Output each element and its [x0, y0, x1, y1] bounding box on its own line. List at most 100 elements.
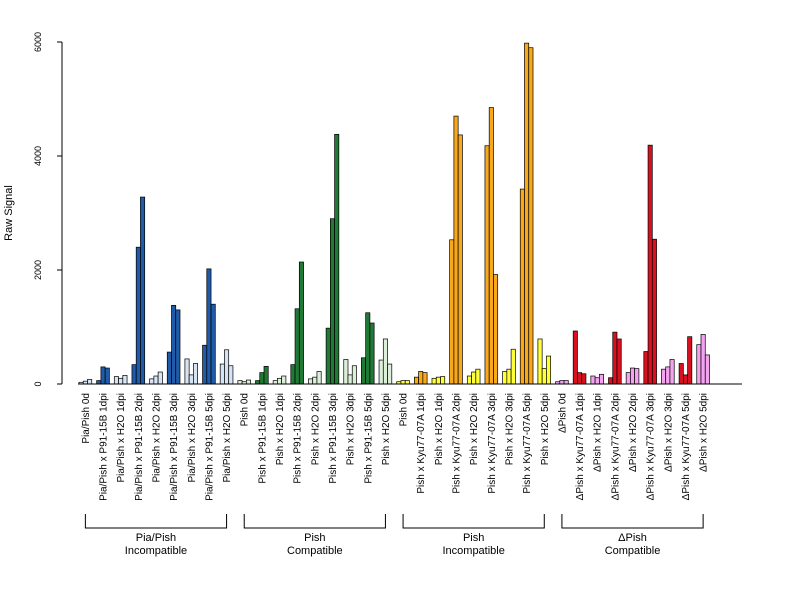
- x-tick-label: ΔPish x Kyu77-07A 5dpi: [681, 393, 692, 500]
- bar: [294, 308, 300, 385]
- x-tick-label: Pish x H2O 3dpi: [346, 393, 357, 465]
- bar: [206, 268, 212, 385]
- x-tick-label: ΔPish x Kyu77-07A 1dpi: [575, 393, 586, 500]
- bar: [330, 218, 335, 385]
- bar: [630, 367, 636, 385]
- bar: [422, 372, 428, 385]
- bar: [594, 377, 600, 385]
- x-tick-label: Pish 0d: [240, 393, 251, 426]
- group-bracket: [84, 514, 228, 529]
- x-tick-label: Pia/Pish x H2O 2dpi: [151, 393, 162, 483]
- x-tick-label: Pia/Pish x H2O 3dpi: [187, 393, 198, 483]
- x-tick-label: ΔPish x H2O 1dpi: [593, 393, 604, 472]
- bar: [228, 365, 234, 385]
- bar: [312, 376, 318, 385]
- bar: [118, 377, 124, 385]
- x-tick-label: Pish x H2O 2dpi: [310, 393, 321, 465]
- bar: [682, 374, 688, 385]
- x-tick-label: Pish x Kyu77-07A 2dpi: [452, 393, 463, 494]
- bar: [431, 377, 437, 385]
- bar: [171, 304, 177, 385]
- bar: [153, 375, 159, 385]
- y-tick-label: 4000: [33, 146, 43, 166]
- bar: [506, 368, 512, 385]
- bar: [661, 368, 667, 385]
- x-tick-label: ΔPish x Kyu77-07A 3dpi: [646, 393, 657, 500]
- bar: [387, 363, 393, 385]
- bar: [193, 363, 198, 385]
- x-tick-label: Pish x H2O 2dpi: [469, 393, 480, 465]
- bar: [135, 246, 141, 385]
- bar: [104, 367, 110, 385]
- group-label-line1: Pish: [463, 532, 484, 544]
- x-tick-label: Pish 0d: [399, 393, 410, 426]
- bar: [100, 366, 106, 385]
- x-tick-label: Pish x Kyu77-07A 5dpi: [522, 393, 533, 494]
- x-tick-label: Pish x P91-15B 3dpi: [328, 393, 339, 484]
- x-tick-label: ΔPish x H2O 5dpi: [699, 393, 710, 472]
- x-tick-label: Pish x H2O 5dpi: [381, 393, 392, 465]
- bar: [647, 144, 653, 385]
- bar: [541, 368, 547, 385]
- bar: [140, 196, 146, 385]
- bar: [493, 274, 499, 385]
- bar: [131, 364, 137, 385]
- bar: [369, 322, 375, 385]
- bar: [255, 380, 261, 385]
- bar: [616, 338, 622, 385]
- bar: [704, 354, 710, 385]
- bar: [113, 376, 119, 385]
- group-label-line1: Pia/Pish: [136, 532, 176, 544]
- x-tick-label: Pia/Pish 0d: [81, 393, 92, 444]
- bar: [166, 351, 172, 385]
- bar: [298, 261, 304, 385]
- x-tick-label: Pish x Kyu77-07A 3dpi: [487, 393, 498, 494]
- bar: [643, 351, 649, 385]
- bar: [361, 357, 366, 385]
- x-tick-label: ΔPish 0d: [557, 393, 568, 433]
- group-bracket: [402, 514, 545, 529]
- bar: [343, 359, 349, 385]
- bar: [351, 365, 357, 385]
- bar: [175, 309, 181, 385]
- y-tick-label: 6000: [33, 32, 43, 52]
- bar: [453, 115, 459, 385]
- bar: [219, 363, 225, 385]
- bar: [524, 42, 530, 385]
- x-tick-label: Pia/Pish x P91-15B 5dpi: [204, 393, 215, 501]
- bar: [237, 380, 243, 385]
- bar: [188, 374, 194, 385]
- bar: [546, 355, 552, 385]
- bar: [572, 330, 578, 385]
- x-tick-label: ΔPish x H2O 2dpi: [628, 393, 639, 472]
- bar: [608, 377, 614, 385]
- bar: [404, 380, 410, 385]
- bar: [277, 377, 282, 385]
- x-tick-label: Pia/Pish x P91-15B 1dpi: [99, 393, 110, 501]
- bar: [382, 338, 388, 385]
- bar: [122, 375, 128, 385]
- bar: [316, 371, 322, 385]
- bar: [634, 368, 640, 385]
- bar: [272, 380, 278, 385]
- bar: [157, 371, 163, 385]
- bar: [502, 371, 508, 385]
- bar: [449, 239, 455, 385]
- bars-layer: [78, 42, 710, 385]
- bar: [559, 380, 565, 385]
- bar: [184, 358, 190, 385]
- bar: [537, 338, 543, 385]
- x-tick-label: Pish x P91-15B 5dpi: [363, 393, 374, 484]
- bar: [625, 372, 631, 385]
- bar: [96, 380, 102, 385]
- x-tick-label: ΔPish x H2O 3dpi: [663, 393, 674, 472]
- x-tick-label: Pish x H2O 3dpi: [504, 393, 515, 465]
- group-label-line1: Pish: [304, 532, 325, 544]
- bar: [325, 327, 331, 385]
- bar: [334, 133, 340, 385]
- bar: [87, 379, 93, 385]
- bar: [577, 372, 583, 385]
- bar: [669, 359, 675, 385]
- y-axis-title: Raw Signal: [3, 185, 15, 241]
